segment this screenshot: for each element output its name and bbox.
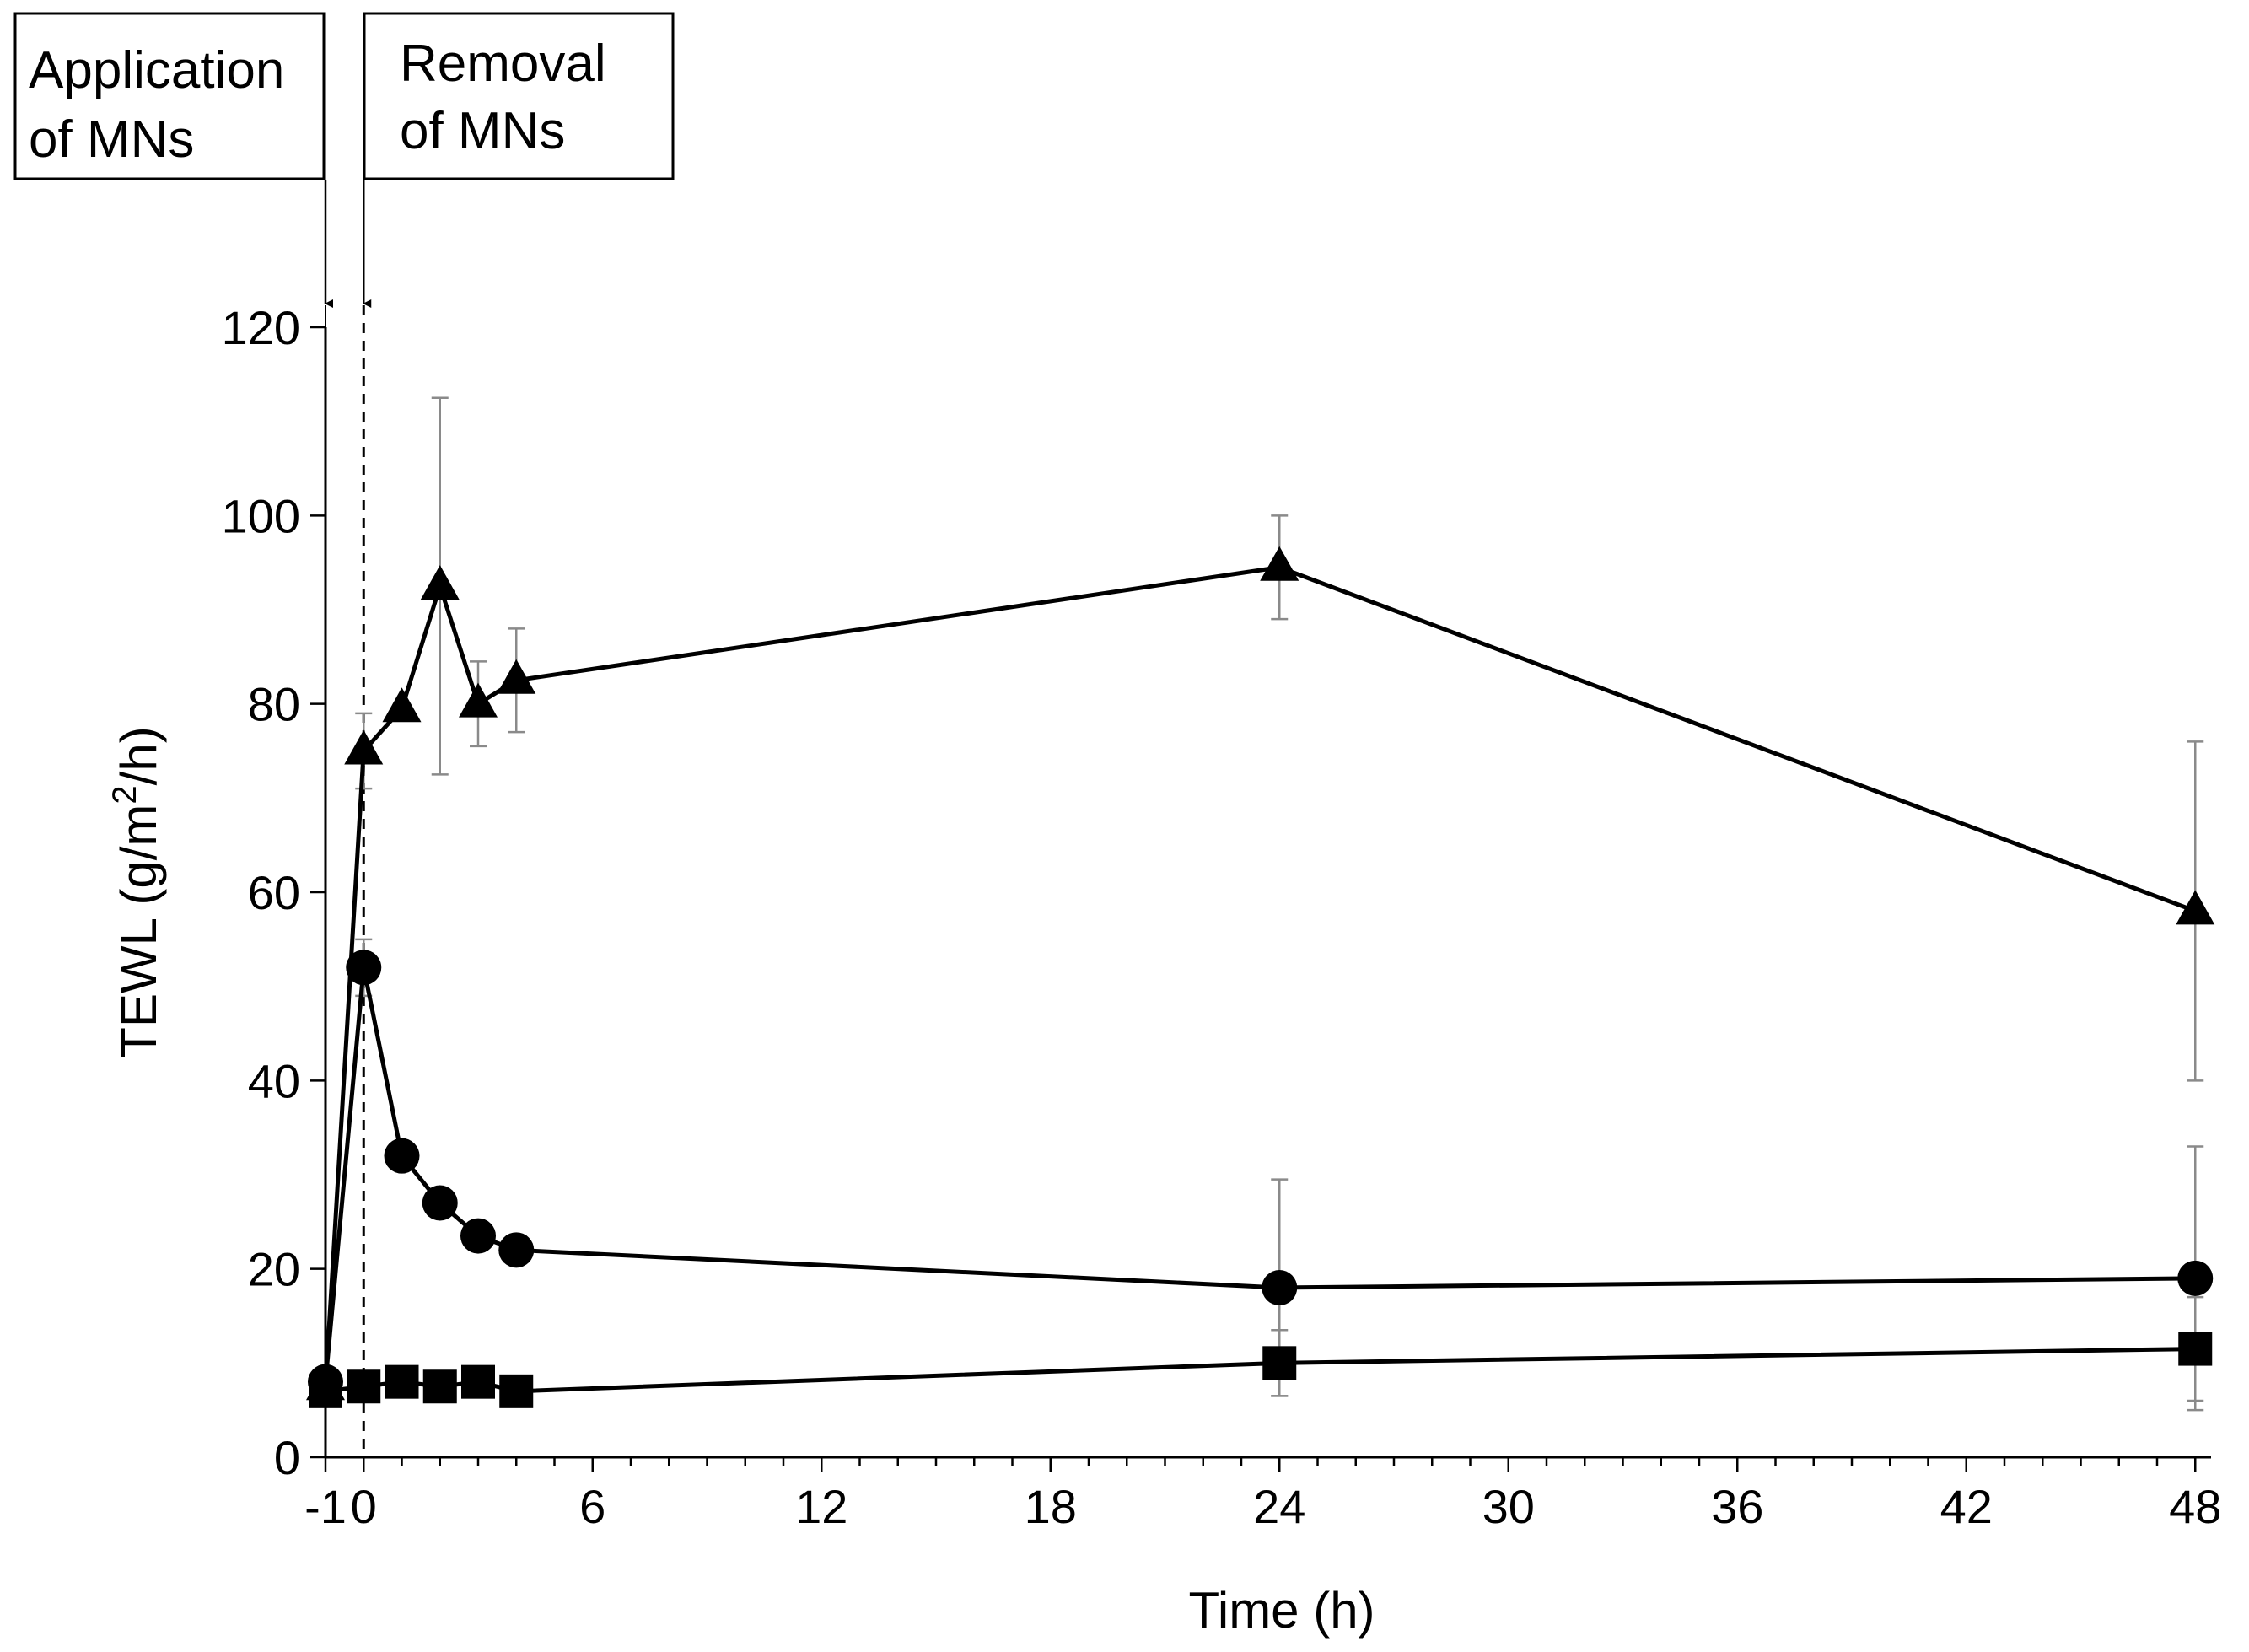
triangle-point-1 <box>344 729 384 765</box>
annotation-application-line1: Application <box>29 41 284 100</box>
x-tick-label-12: 12 <box>795 1480 847 1533</box>
x-tick-label-36: 36 <box>1711 1480 1763 1533</box>
annotation-application-box <box>13 12 326 180</box>
y-tick-label-0: 0 <box>274 1431 300 1484</box>
y-axis-title: TEWL (g/m2/h) <box>106 726 167 1057</box>
circle-point-4 <box>460 1218 496 1254</box>
y-axis-title-part1: TEWL (g/m <box>110 804 167 1058</box>
x-tick-label--1: -1 <box>304 1480 347 1533</box>
triangle-point-7 <box>2176 890 2215 925</box>
square-series-line <box>325 1347 2196 1394</box>
x-tick-label-30: 30 <box>1482 1480 1535 1533</box>
square-point-4 <box>461 1364 495 1399</box>
circle-point-7 <box>2177 1260 2214 1296</box>
y-tick-label-20: 20 <box>248 1243 300 1296</box>
square-point-1 <box>347 1369 381 1404</box>
circle-point-6 <box>1262 1270 1298 1305</box>
triangle-series-line <box>323 565 2197 1387</box>
x-tick-label-48: 48 <box>2169 1480 2221 1533</box>
annotation-removal-line2: of MNs <box>400 102 565 160</box>
circle-point-5 <box>498 1232 535 1268</box>
circle-point-3 <box>422 1185 458 1221</box>
circle-series-line <box>323 966 2196 1382</box>
annotation-application: Application of MNs <box>13 12 333 1457</box>
circle-point-1 <box>346 950 382 986</box>
series-lines <box>323 565 2197 1394</box>
y-axis-title-part3: /h) <box>110 726 167 785</box>
y-tick-label-120: 120 <box>222 301 300 354</box>
square-point-7 <box>2178 1332 2213 1366</box>
triangle-point-2 <box>382 687 422 723</box>
y-tick-label-60: 60 <box>248 866 300 919</box>
x-axis-title: Time (h) <box>1188 1582 1375 1639</box>
triangle-point-6 <box>1260 546 1299 581</box>
y-tick-label-40: 40 <box>248 1054 300 1107</box>
square-point-0 <box>309 1374 342 1408</box>
annotation-removal: Removal of MNs <box>362 12 675 1457</box>
x-tick-label-0: 0 <box>351 1480 377 1533</box>
annotation-application-line2: of MNs <box>29 110 194 169</box>
square-point-6 <box>1262 1346 1297 1380</box>
circle-point-2 <box>384 1138 420 1174</box>
square-point-3 <box>422 1369 457 1404</box>
triangle-point-3 <box>420 565 460 600</box>
x-ticks: -1 0 6 12 18 24 30 36 42 48 <box>304 1457 2221 1533</box>
y-tick-label-80: 80 <box>248 678 300 731</box>
x-tick-label-24: 24 <box>1253 1480 1305 1533</box>
square-point-5 <box>499 1374 534 1408</box>
triangle-point-5 <box>497 659 536 694</box>
y-ticks: 0 20 40 60 80 100 120 <box>222 301 326 1484</box>
triangle-point-4 <box>459 682 498 718</box>
y-axis-title-superscript: 2 <box>106 785 143 804</box>
x-tick-label-6: 6 <box>579 1480 605 1533</box>
annotation-removal-line1: Removal <box>400 35 606 93</box>
x-tick-label-42: 42 <box>1940 1480 1993 1533</box>
annotation-removal-box <box>363 12 675 180</box>
y-tick-label-100: 100 <box>222 489 300 542</box>
square-point-2 <box>385 1364 419 1399</box>
series-markers <box>306 546 2215 1408</box>
x-tick-label-18: 18 <box>1025 1480 1077 1533</box>
